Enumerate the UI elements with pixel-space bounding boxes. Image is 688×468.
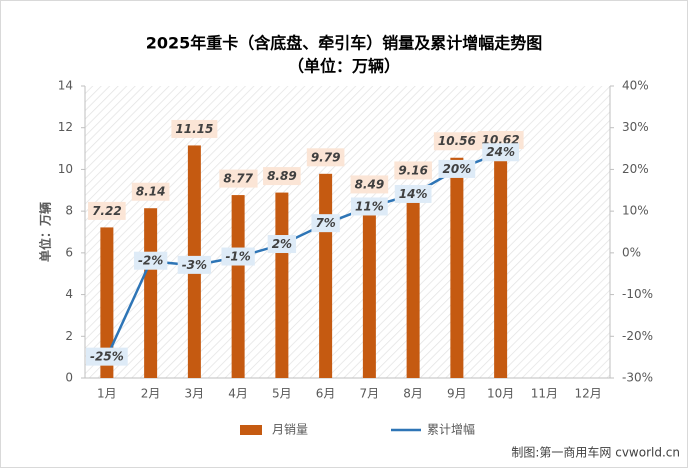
x-tick-label: 8月 (403, 387, 423, 401)
line-value-label: 7% (315, 216, 335, 230)
bar (319, 173, 333, 378)
bar-value-label: 9.79 (311, 150, 341, 164)
line-value-label-box (86, 347, 128, 366)
bar-value-label: 8.89 (267, 169, 297, 183)
x-tick-label: 11月 (531, 387, 558, 401)
chart-title: 2025年重卡（含底盘、牵引车）销量及累计增幅走势图 (146, 34, 543, 53)
line-value-label-box (267, 235, 297, 254)
line-value-label-box (351, 197, 388, 216)
bar (450, 157, 464, 378)
line-value-label-box (482, 143, 519, 162)
bar (406, 186, 420, 378)
legend-label: 月销量 (272, 423, 308, 437)
bar (362, 200, 376, 378)
y2-tick-label: 40% (622, 79, 649, 93)
bar-value-label: 11.15 (175, 122, 213, 136)
y-tick-label: 10 (58, 162, 73, 176)
y2-tick-label: -20% (622, 329, 653, 343)
bar-value-label: 8.49 (355, 177, 385, 191)
bar-value-label: 9.16 (398, 163, 428, 177)
bar-value-label-box (350, 175, 389, 194)
plot-area (85, 86, 610, 378)
line-value-label-box (311, 214, 340, 233)
bar-value-label: 10.56 (438, 134, 476, 148)
bar-value-label: 7.22 (92, 204, 122, 218)
bar-value-label-box (394, 161, 432, 180)
line-value-label: 2% (272, 237, 292, 251)
y2-tick-label: 10% (622, 204, 649, 218)
line-value-label: -2% (138, 254, 163, 268)
x-tick-label: 3月 (185, 387, 205, 401)
y2-tick-label: -30% (622, 371, 653, 385)
line-value-label: 14% (399, 187, 428, 201)
bar-value-label: 8.14 (136, 185, 166, 199)
source: 制图:第一商用车网 cvworld.cn (511, 445, 680, 460)
line-value-label-box (177, 255, 212, 274)
y-tick-label: 2 (65, 329, 73, 343)
x-tick-label: 10月 (487, 387, 514, 401)
bar (100, 227, 114, 378)
x-tick-label: 5月 (272, 387, 292, 401)
bar-value-label-box (88, 201, 126, 220)
y-tick-label: 0 (65, 371, 73, 385)
y-tick-label: 12 (58, 120, 73, 134)
line (105, 151, 502, 358)
y2-tick-label: -10% (622, 287, 653, 301)
line-value-label: -3% (182, 258, 207, 272)
x-tick-label: 9月 (447, 387, 467, 401)
y2-tick-label: 30% (622, 120, 649, 134)
y-tick-label: 8 (65, 204, 73, 218)
bar-value-label-box (219, 169, 258, 188)
y-axis-label: 单位：万辆 (38, 202, 53, 262)
line-value-label: 24% (486, 145, 515, 159)
line-value-label-box (133, 251, 168, 270)
y2-tick-label: 0% (622, 245, 641, 259)
x-tick-label: 12月 (574, 387, 601, 401)
bar (231, 195, 245, 378)
legend-swatch (240, 425, 262, 435)
bar-value-label-box (306, 148, 345, 167)
bar-value-label-box (131, 182, 170, 201)
y-tick-label: 4 (65, 287, 73, 301)
x-tick-label: 6月 (316, 387, 336, 401)
x-tick-label: 1月 (97, 387, 117, 401)
line-value-label: 11% (355, 199, 384, 213)
y-tick-label: 6 (65, 245, 73, 259)
bar-value-label: 8.77 (223, 172, 253, 186)
bar (494, 156, 508, 378)
bar-value-label-box (171, 119, 218, 138)
bar (144, 208, 158, 378)
bar (275, 192, 289, 378)
bar-value-label-box (433, 132, 480, 151)
line-value-label-box (221, 247, 255, 266)
y2-tick-label: 20% (622, 162, 649, 176)
bar-value-label-box (263, 167, 301, 186)
y-tick-label: 14 (58, 79, 73, 93)
line-value-label-box (438, 159, 476, 178)
line-value-label-box (394, 184, 432, 203)
legend-label: 累计增幅 (427, 422, 475, 437)
line-value-label: -25% (90, 350, 124, 364)
chart-subtitle: （单位：万辆） (288, 57, 400, 76)
x-tick-label: 4月 (228, 387, 248, 401)
line-value-label: -1% (225, 250, 250, 264)
line-value-label: 20% (443, 162, 472, 176)
x-tick-label: 7月 (360, 387, 380, 401)
x-tick-label: 2月 (141, 387, 161, 401)
